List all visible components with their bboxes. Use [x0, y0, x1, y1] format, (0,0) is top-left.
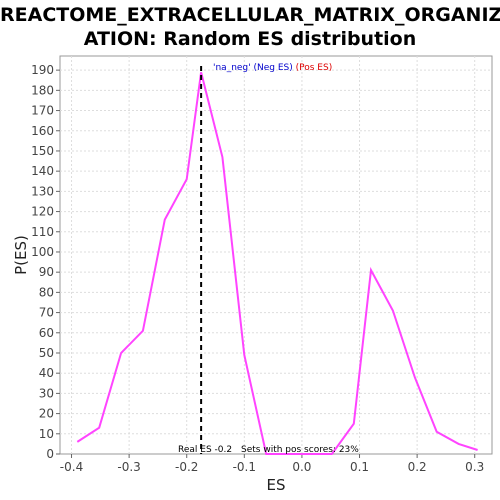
legend-series-name: 'na_neg' — [213, 63, 251, 73]
y-tick-label: 20 — [39, 407, 54, 421]
y-axis-label: P(ES) — [12, 235, 30, 275]
y-tick-label: 50 — [39, 346, 54, 360]
legend-pos-es: (Pos ES) — [293, 63, 332, 73]
x-tick-label: 0.0 — [292, 460, 311, 474]
y-tick-label: 40 — [39, 366, 54, 380]
y-tick-label: 130 — [31, 184, 54, 198]
y-tick-label: 190 — [31, 63, 54, 77]
y-tick-label: 100 — [31, 245, 54, 259]
y-tick-label: 60 — [39, 326, 54, 340]
x-tick-label: -0.1 — [233, 460, 256, 474]
y-tick-label: 70 — [39, 306, 54, 320]
y-tick-label: 140 — [31, 164, 54, 178]
y-tick-label: 30 — [39, 386, 54, 400]
chart-title-line-1: REACTOME_EXTRACELLULAR_MATRIX_ORGANIZ — [0, 4, 500, 26]
x-tick-label: -0.2 — [175, 460, 198, 474]
y-axis: 0 10 20 30 40 50 60 70 80 90 100 110 120 130 140 150 160… — [31, 63, 60, 461]
x-tick-label: 0.1 — [350, 460, 369, 474]
y-tick-label: 150 — [31, 144, 54, 158]
legend-neg-es: (Neg ES) — [251, 63, 293, 73]
x-tick-label: 0.2 — [408, 460, 427, 474]
pos-scores-annotation: Sets with pos scores: 23% — [241, 445, 359, 455]
y-tick-label: 180 — [31, 83, 54, 97]
grid-lines — [60, 56, 492, 454]
legend: 'na_neg' (Neg ES) (Pos ES) — [213, 63, 332, 73]
x-axis-label: ES — [267, 476, 286, 494]
x-tick-label: -0.3 — [117, 460, 140, 474]
y-tick-label: 170 — [31, 104, 54, 118]
es-distribution-line — [76, 71, 478, 455]
x-tick-label: -0.4 — [60, 460, 83, 474]
y-tick-label: 90 — [39, 265, 54, 279]
chart-title-line-2: ATION: Random ES distribution — [83, 28, 417, 50]
y-tick-label: 10 — [39, 427, 54, 441]
plot-area — [59, 55, 493, 455]
y-tick-label: 110 — [31, 225, 54, 239]
x-axis: -0.4 -0.3 -0.2 -0.1 0.0 0.1 0.2 0.3 — [60, 454, 484, 474]
real-es-annotation: Real ES -0.2 — [178, 445, 232, 455]
y-tick-label: 0 — [46, 447, 54, 461]
y-tick-label: 120 — [31, 205, 54, 219]
y-tick-label: 160 — [31, 124, 54, 138]
x-tick-label: 0.3 — [465, 460, 484, 474]
y-tick-label: 80 — [39, 285, 54, 299]
